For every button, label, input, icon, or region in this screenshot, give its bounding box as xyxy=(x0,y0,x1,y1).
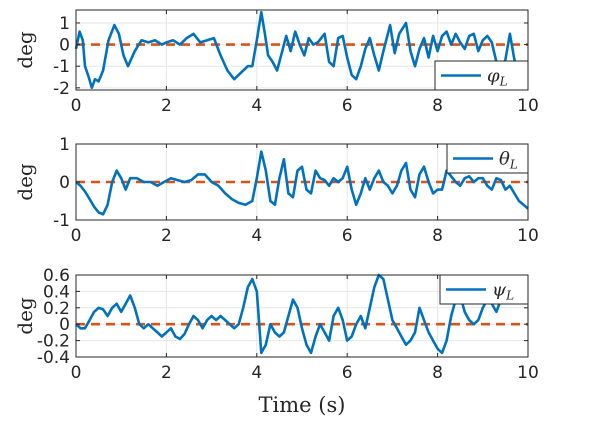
y-axis-label: deg xyxy=(13,297,37,335)
x-tick-label: 0 xyxy=(71,96,82,116)
x-tick-label: 6 xyxy=(342,363,353,383)
x-tick-label: 4 xyxy=(251,96,262,116)
y-tick-label: -2 xyxy=(53,79,70,99)
legend-label-subscript: L xyxy=(509,158,518,172)
x-axis-label: Time (s) xyxy=(259,393,346,417)
x-tick-label: 4 xyxy=(251,226,262,246)
x-tick-label: 10 xyxy=(517,363,539,383)
x-tick-label: 2 xyxy=(161,363,172,383)
x-tick-label: 4 xyxy=(251,363,262,383)
y-tick-label: 0 xyxy=(59,315,70,335)
y-tick-label: 1 xyxy=(59,135,70,155)
y-tick-label: -0.2 xyxy=(37,332,70,352)
legend-label-subscript: L xyxy=(505,289,514,303)
x-tick-label: 10 xyxy=(517,226,539,246)
series-line-l xyxy=(75,273,528,355)
legend: θL xyxy=(446,143,529,174)
x-tick-label: 8 xyxy=(432,226,443,246)
y-tick-label: -1 xyxy=(53,57,70,77)
axes-box xyxy=(75,9,529,91)
legend-label-subscript: L xyxy=(499,75,508,89)
y-tick-label: -1 xyxy=(53,211,70,231)
x-tick-label: 6 xyxy=(342,96,353,116)
y-axis-label: deg xyxy=(13,163,37,201)
x-tick-label: 10 xyxy=(517,96,539,116)
x-tick-label: 0 xyxy=(71,226,82,246)
x-tick-label: 2 xyxy=(161,226,172,246)
series-line-l xyxy=(74,10,529,90)
legend: φL xyxy=(434,60,529,91)
y-tick-label: 0.2 xyxy=(43,299,70,319)
y-tick-label: 0.4 xyxy=(43,282,70,302)
x-tick-label: 2 xyxy=(161,96,172,116)
x-tick-label: 6 xyxy=(342,226,353,246)
axes-box xyxy=(75,274,529,358)
legend: ψL xyxy=(439,274,529,305)
x-tick-label: 0 xyxy=(71,363,82,383)
y-tick-label: -0.4 xyxy=(37,348,70,368)
y-axis-label: deg xyxy=(13,31,37,69)
y-tick-label: 0.6 xyxy=(43,266,70,286)
x-tick-label: 8 xyxy=(432,363,443,383)
y-tick-label: 1 xyxy=(59,14,70,34)
x-tick-label: 8 xyxy=(432,96,443,116)
y-tick-label: 0 xyxy=(59,36,70,56)
series-line-l xyxy=(75,150,529,216)
y-tick-label: 0 xyxy=(59,173,70,193)
